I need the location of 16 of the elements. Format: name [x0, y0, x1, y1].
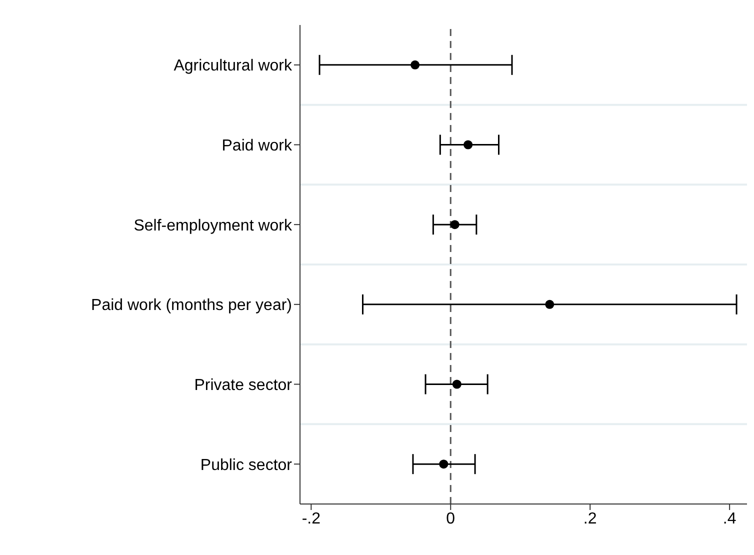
point [450, 220, 460, 230]
y-tick-label: Public sector [200, 456, 293, 474]
y-tick-label: Self-employment work [134, 217, 293, 234]
point [410, 60, 420, 70]
x-tick-label: 0 [446, 510, 456, 528]
y-tick-label: Private sector [194, 376, 293, 394]
point [439, 460, 448, 469]
x-tick-label: -.2 [302, 510, 321, 528]
y-tick-label: Paid work (months per year) [91, 297, 292, 314]
point [545, 300, 554, 309]
y-tick-label: Paid work [222, 137, 293, 154]
x-tick-label: .2 [583, 510, 597, 528]
y-tick-label: Agricultural work [174, 58, 293, 75]
point [464, 140, 473, 150]
x-tick-label: .4 [722, 510, 736, 528]
point [452, 380, 462, 389]
